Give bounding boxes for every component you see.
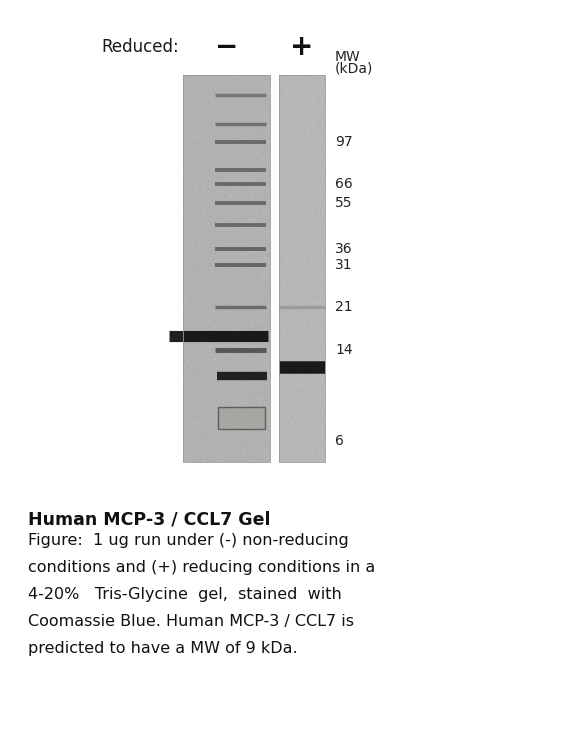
Text: (kDa): (kDa) xyxy=(335,62,373,76)
Bar xyxy=(279,75,325,462)
Text: 6: 6 xyxy=(335,434,344,449)
Text: conditions and (+) reducing conditions in a: conditions and (+) reducing conditions i… xyxy=(28,560,375,575)
Text: 97: 97 xyxy=(335,135,353,150)
Text: Coomassie Blue. Human MCP-3 / CCL7 is: Coomassie Blue. Human MCP-3 / CCL7 is xyxy=(28,614,354,629)
Text: 66: 66 xyxy=(335,176,353,190)
Text: predicted to have a MW of 9 kDa.: predicted to have a MW of 9 kDa. xyxy=(28,641,298,656)
Text: MW: MW xyxy=(335,50,360,64)
Text: Reduced:: Reduced: xyxy=(101,38,179,56)
Text: 14: 14 xyxy=(335,343,353,357)
Text: Figure:  1 ug run under (-) non-reducing: Figure: 1 ug run under (-) non-reducing xyxy=(28,533,349,548)
Text: 4-20%   Tris-Glycine  gel,  stained  with: 4-20% Tris-Glycine gel, stained with xyxy=(28,587,342,602)
FancyBboxPatch shape xyxy=(218,408,265,429)
Text: Human MCP-3 / CCL7 Gel: Human MCP-3 / CCL7 Gel xyxy=(28,510,271,528)
Text: 31: 31 xyxy=(335,258,353,272)
Text: −: − xyxy=(215,33,238,61)
Text: 21: 21 xyxy=(335,300,353,314)
Bar xyxy=(183,75,270,462)
Text: 55: 55 xyxy=(335,196,353,211)
Text: 36: 36 xyxy=(335,242,353,256)
Text: +: + xyxy=(290,33,314,61)
